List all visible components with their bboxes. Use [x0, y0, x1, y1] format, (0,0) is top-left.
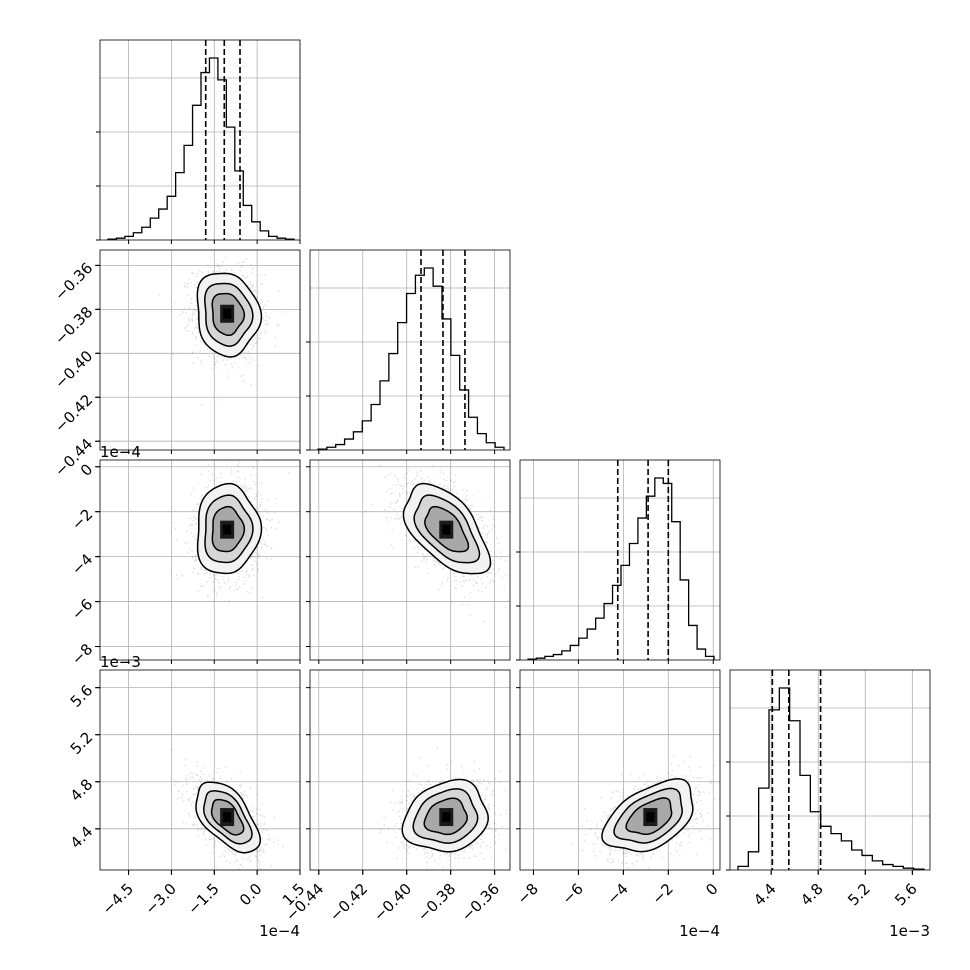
y-tick-label: −0.38 [51, 303, 96, 348]
histogram-step [107, 57, 295, 240]
scatter-clip [172, 460, 290, 602]
y-tick-label: −4 [68, 550, 96, 578]
x-tick-label: 4.4 [750, 880, 780, 910]
panel-frame [519, 669, 721, 871]
y-tick-label: −2 [68, 505, 96, 533]
x-tick-label: 4.8 [797, 880, 827, 910]
scatter-panel-3-2 [309, 459, 511, 661]
scatter-panel-4-1 [99, 669, 301, 871]
scatter-panel-4-3 [519, 669, 721, 871]
x-offset-label: 1e−4 [259, 922, 300, 940]
x-tick-label: −2 [648, 880, 676, 908]
y-offset-label: 1e−4 [100, 443, 141, 461]
panel-frame [99, 669, 301, 871]
y-tick-label: 0 [77, 460, 96, 479]
hist-frame [309, 249, 511, 451]
hist-panel-1 [96, 39, 301, 241]
x-tick-label: −3.0 [141, 880, 179, 918]
panel-frame [309, 459, 511, 661]
panel-frame [309, 669, 511, 871]
y-tick-label: 5.6 [67, 681, 97, 711]
x-tick-label: −1.5 [184, 880, 222, 918]
x-tick-label: −0.40 [370, 880, 415, 925]
y-tick-label: 5.2 [67, 728, 97, 758]
hist-panel-3 [516, 459, 721, 661]
scatter-clip [172, 748, 284, 870]
histogram-step [317, 267, 505, 450]
hist-panel-2 [306, 249, 511, 451]
x-tick-label: −0.36 [458, 880, 503, 925]
scatter-panel-4-2 [309, 669, 511, 871]
y-tick-label: −0.42 [51, 391, 96, 436]
y-tick-label: −8 [68, 640, 96, 668]
hist-frame [729, 669, 931, 871]
x-tick-label: −6 [559, 880, 587, 908]
panel-frame [99, 459, 301, 661]
density-core [223, 524, 232, 535]
density-core [223, 812, 232, 823]
y-tick-label: 4.4 [67, 822, 97, 852]
y-offset-label: 1e−3 [100, 653, 141, 671]
y-tick-label: −0.36 [51, 259, 96, 304]
x-tick-label: 5.6 [891, 880, 921, 910]
x-tick-label: −4 [603, 880, 631, 908]
scatter-clip [158, 256, 283, 406]
hist-frame [519, 459, 721, 661]
density-core [223, 308, 232, 319]
x-tick-label: 5.2 [844, 880, 874, 910]
x-tick-label: −4.5 [99, 880, 137, 918]
density-core [442, 812, 451, 823]
x-tick-label: 0 [702, 880, 721, 899]
y-tick-label: 4.8 [67, 775, 97, 805]
x-tick-label: −8 [514, 880, 542, 908]
x-tick-label: 0.0 [236, 880, 266, 910]
hist-frame [99, 39, 301, 241]
y-tick-label: −6 [68, 595, 96, 623]
histogram-step [737, 687, 925, 870]
density-core [646, 812, 655, 823]
scatter-panel-2-1 [99, 249, 301, 451]
y-tick-label: −0.40 [51, 347, 96, 392]
scatter-clip [364, 464, 507, 623]
panel-frame [99, 249, 301, 451]
histogram-step [527, 477, 715, 660]
x-offset-label: 1e−3 [889, 922, 930, 940]
x-tick-label: −0.42 [326, 880, 371, 925]
scatter-panel-3-1 [99, 459, 301, 661]
x-offset-label: 1e−4 [679, 922, 720, 940]
x-tick-label: −0.38 [414, 880, 459, 925]
hist-panel-4 [726, 669, 931, 871]
density-core [442, 524, 451, 535]
scatter-clip [379, 747, 509, 870]
scatter-clip [571, 755, 720, 869]
